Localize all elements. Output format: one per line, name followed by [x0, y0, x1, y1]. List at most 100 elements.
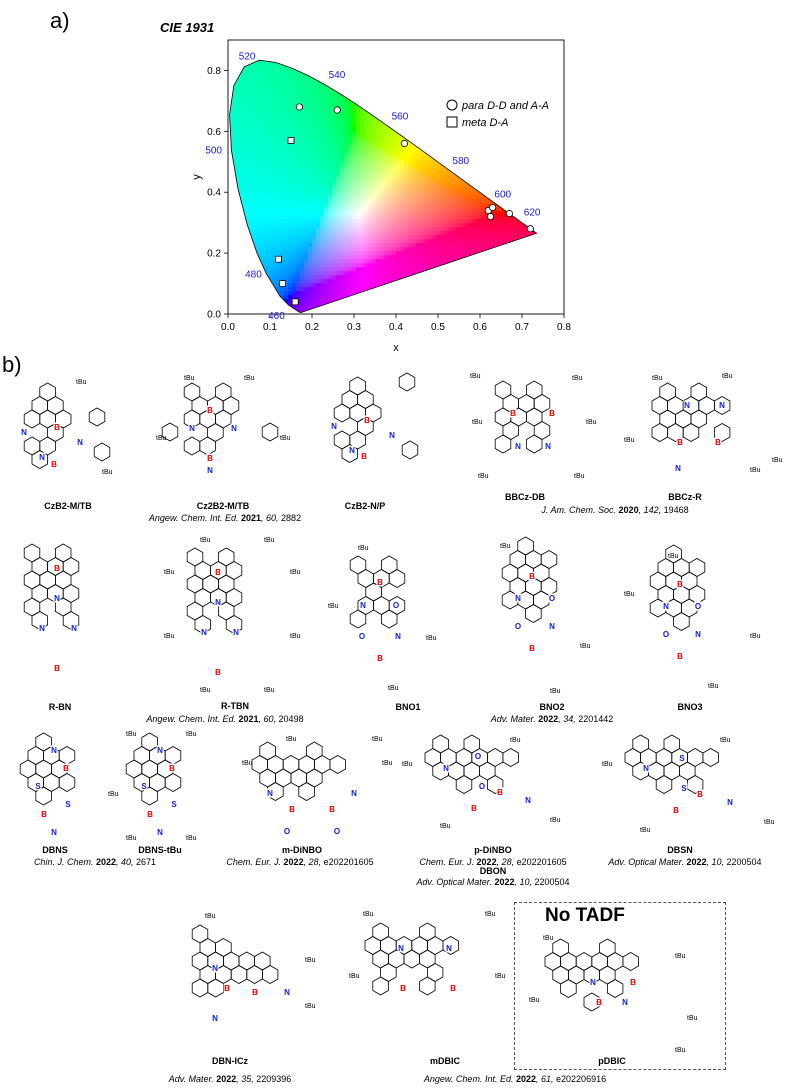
gamut-cell: [336, 55, 341, 60]
gamut-cell: [280, 183, 285, 188]
gamut-cell: [420, 311, 425, 313]
gamut-cell: [324, 263, 329, 268]
gamut-cell: [248, 243, 253, 248]
gamut-cell: [532, 183, 537, 188]
gamut-cell: [328, 127, 333, 132]
gamut-cell: [232, 287, 237, 292]
gamut-cell: [304, 307, 309, 312]
gamut-cell: [480, 279, 485, 284]
gamut-cell: [304, 179, 309, 184]
gamut-cell: [252, 91, 257, 96]
gamut-cell: [229, 227, 233, 232]
gamut-cell: [416, 227, 421, 232]
gamut-cell: [268, 55, 273, 60]
gamut-cell: [484, 67, 489, 72]
gamut-cell: [496, 67, 501, 72]
gamut-cell: [332, 95, 337, 100]
gamut-cell: [352, 287, 357, 292]
gamut-cell: [352, 307, 357, 312]
gamut-cell: [456, 143, 461, 148]
gamut-cell: [496, 271, 501, 276]
gamut-cell: [316, 307, 321, 312]
gamut-cell: [308, 283, 313, 288]
gamut-cell: [404, 271, 409, 276]
gamut-cell: [252, 87, 257, 92]
gamut-cell: [512, 155, 517, 160]
gamut-cell: [236, 255, 241, 260]
gamut-cell: [444, 139, 449, 144]
gamut-cell: [380, 295, 385, 300]
gamut-cell: [428, 279, 433, 284]
gamut-cell: [268, 267, 273, 272]
gamut-cell: [392, 247, 397, 252]
gamut-cell: [532, 119, 537, 124]
gamut-cell: [384, 251, 389, 256]
gamut-cell: [336, 211, 341, 216]
gamut-cell: [292, 219, 297, 224]
gamut-cell: [344, 119, 349, 124]
gamut-cell: [312, 287, 317, 292]
gamut-cell: [440, 283, 445, 288]
gamut-cell: [248, 127, 253, 132]
gamut-cell: [320, 175, 325, 180]
gamut-cell: [468, 291, 473, 296]
gamut-cell: [328, 311, 333, 313]
gamut-cell: [408, 163, 413, 168]
gamut-cell: [440, 255, 445, 260]
gamut-cell: [464, 67, 469, 72]
gamut-cell: [229, 271, 233, 276]
gamut-cell: [440, 203, 445, 208]
gamut-cell: [232, 123, 237, 128]
gamut-cell: [348, 115, 353, 120]
gamut-cell: [292, 111, 297, 116]
gamut-cell: [272, 295, 277, 300]
gamut-cell: [236, 79, 241, 84]
gamut-cell: [360, 287, 365, 292]
gamut-cell: [304, 247, 309, 252]
gamut-cell: [504, 183, 509, 188]
gamut-cell: [480, 171, 485, 176]
gamut-cell: [496, 143, 501, 148]
gamut-cell: [336, 155, 341, 160]
gamut-cell: [248, 191, 253, 196]
gamut-cell: [272, 263, 277, 268]
gamut-cell: [432, 147, 437, 152]
gamut-cell: [500, 267, 505, 272]
gamut-cell: [372, 71, 377, 76]
gamut-cell: [256, 143, 261, 148]
gamut-cell: [236, 235, 241, 240]
gamut-cell: [304, 255, 309, 260]
gamut-cell: [396, 147, 401, 152]
gamut-cell: [472, 259, 477, 264]
gamut-cell: [296, 155, 301, 160]
gamut-cell: [308, 135, 313, 140]
gamut-cell: [292, 295, 297, 300]
gamut-cell: [512, 207, 517, 212]
gamut-cell: [496, 291, 501, 296]
gamut-cell: [492, 143, 497, 148]
gamut-cell: [408, 247, 413, 252]
gamut-cell: [264, 219, 269, 224]
gamut-cell: [444, 179, 449, 184]
gamut-cell: [320, 311, 325, 313]
gamut-cell: [276, 247, 281, 252]
gamut-cell: [332, 247, 337, 252]
gamut-cell: [428, 199, 433, 204]
gamut-cell: [376, 75, 381, 80]
gamut-cell: [404, 287, 409, 292]
gamut-cell: [456, 227, 461, 232]
gamut-cell: [284, 287, 289, 292]
gamut-cell: [296, 243, 301, 248]
gamut-cell: [416, 255, 421, 260]
gamut-cell: [356, 211, 361, 216]
gamut-cell: [464, 139, 469, 144]
gamut-cell: [380, 251, 385, 256]
gamut-cell: [480, 303, 485, 308]
gamut-cell: [400, 67, 405, 72]
gamut-cell: [428, 255, 433, 260]
gamut-cell: [364, 239, 369, 244]
gamut-cell: [284, 227, 289, 232]
gamut-cell: [232, 151, 237, 156]
gamut-cell: [368, 75, 373, 80]
gamut-cell: [372, 60, 377, 64]
